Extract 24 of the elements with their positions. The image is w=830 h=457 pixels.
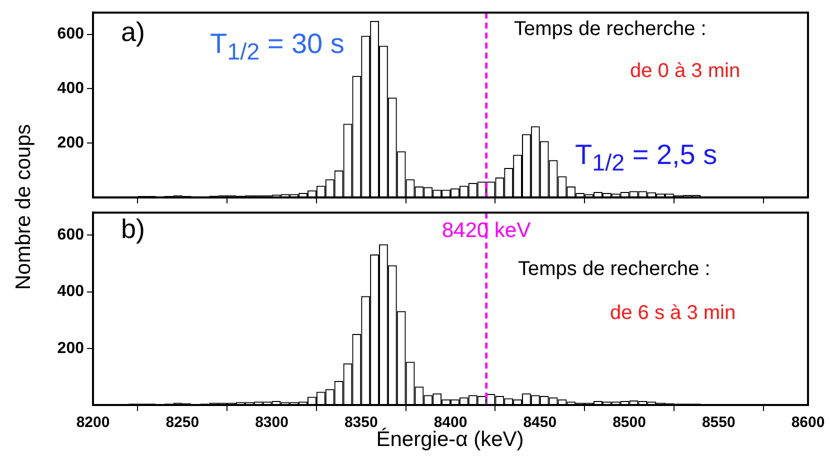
x-tick-label: 8300 <box>255 414 288 432</box>
x-tick-label: 8450 <box>523 414 557 432</box>
y-tick-label: 400 <box>57 283 84 300</box>
x-tick-label: 8350 <box>344 414 378 432</box>
y-tick-label: 200 <box>57 340 84 357</box>
annotation: Temps de recherche : <box>514 18 706 40</box>
annotation: T$_{1/2}$ = 30 s <box>210 28 344 65</box>
x-tick-label: 8200 <box>76 414 110 432</box>
x-tick-label: 8250 <box>166 414 200 432</box>
annotation: b) <box>121 214 146 244</box>
annotation: T$_{1/2}$ = 2,5 s <box>575 139 718 176</box>
y-tick-label: 600 <box>57 226 84 244</box>
annotation: de 0 à 3 min <box>630 60 740 82</box>
annotation: de 6 s à 3 min <box>610 302 736 324</box>
x-tick-label: 8600 <box>791 414 825 432</box>
y-axis-title: Nombre de coups <box>12 124 36 290</box>
x-tick-label: 8500 <box>612 414 646 432</box>
y-tick-label: 600 <box>57 26 84 43</box>
y-tick-label: 200 <box>57 134 84 152</box>
annotation: Temps de recherche : <box>518 258 710 280</box>
annotation: a) <box>121 17 146 47</box>
x-tick-label: 8550 <box>702 414 736 432</box>
ref-line-label: 8420 keV <box>442 218 531 242</box>
y-tick-label: 400 <box>57 80 84 98</box>
